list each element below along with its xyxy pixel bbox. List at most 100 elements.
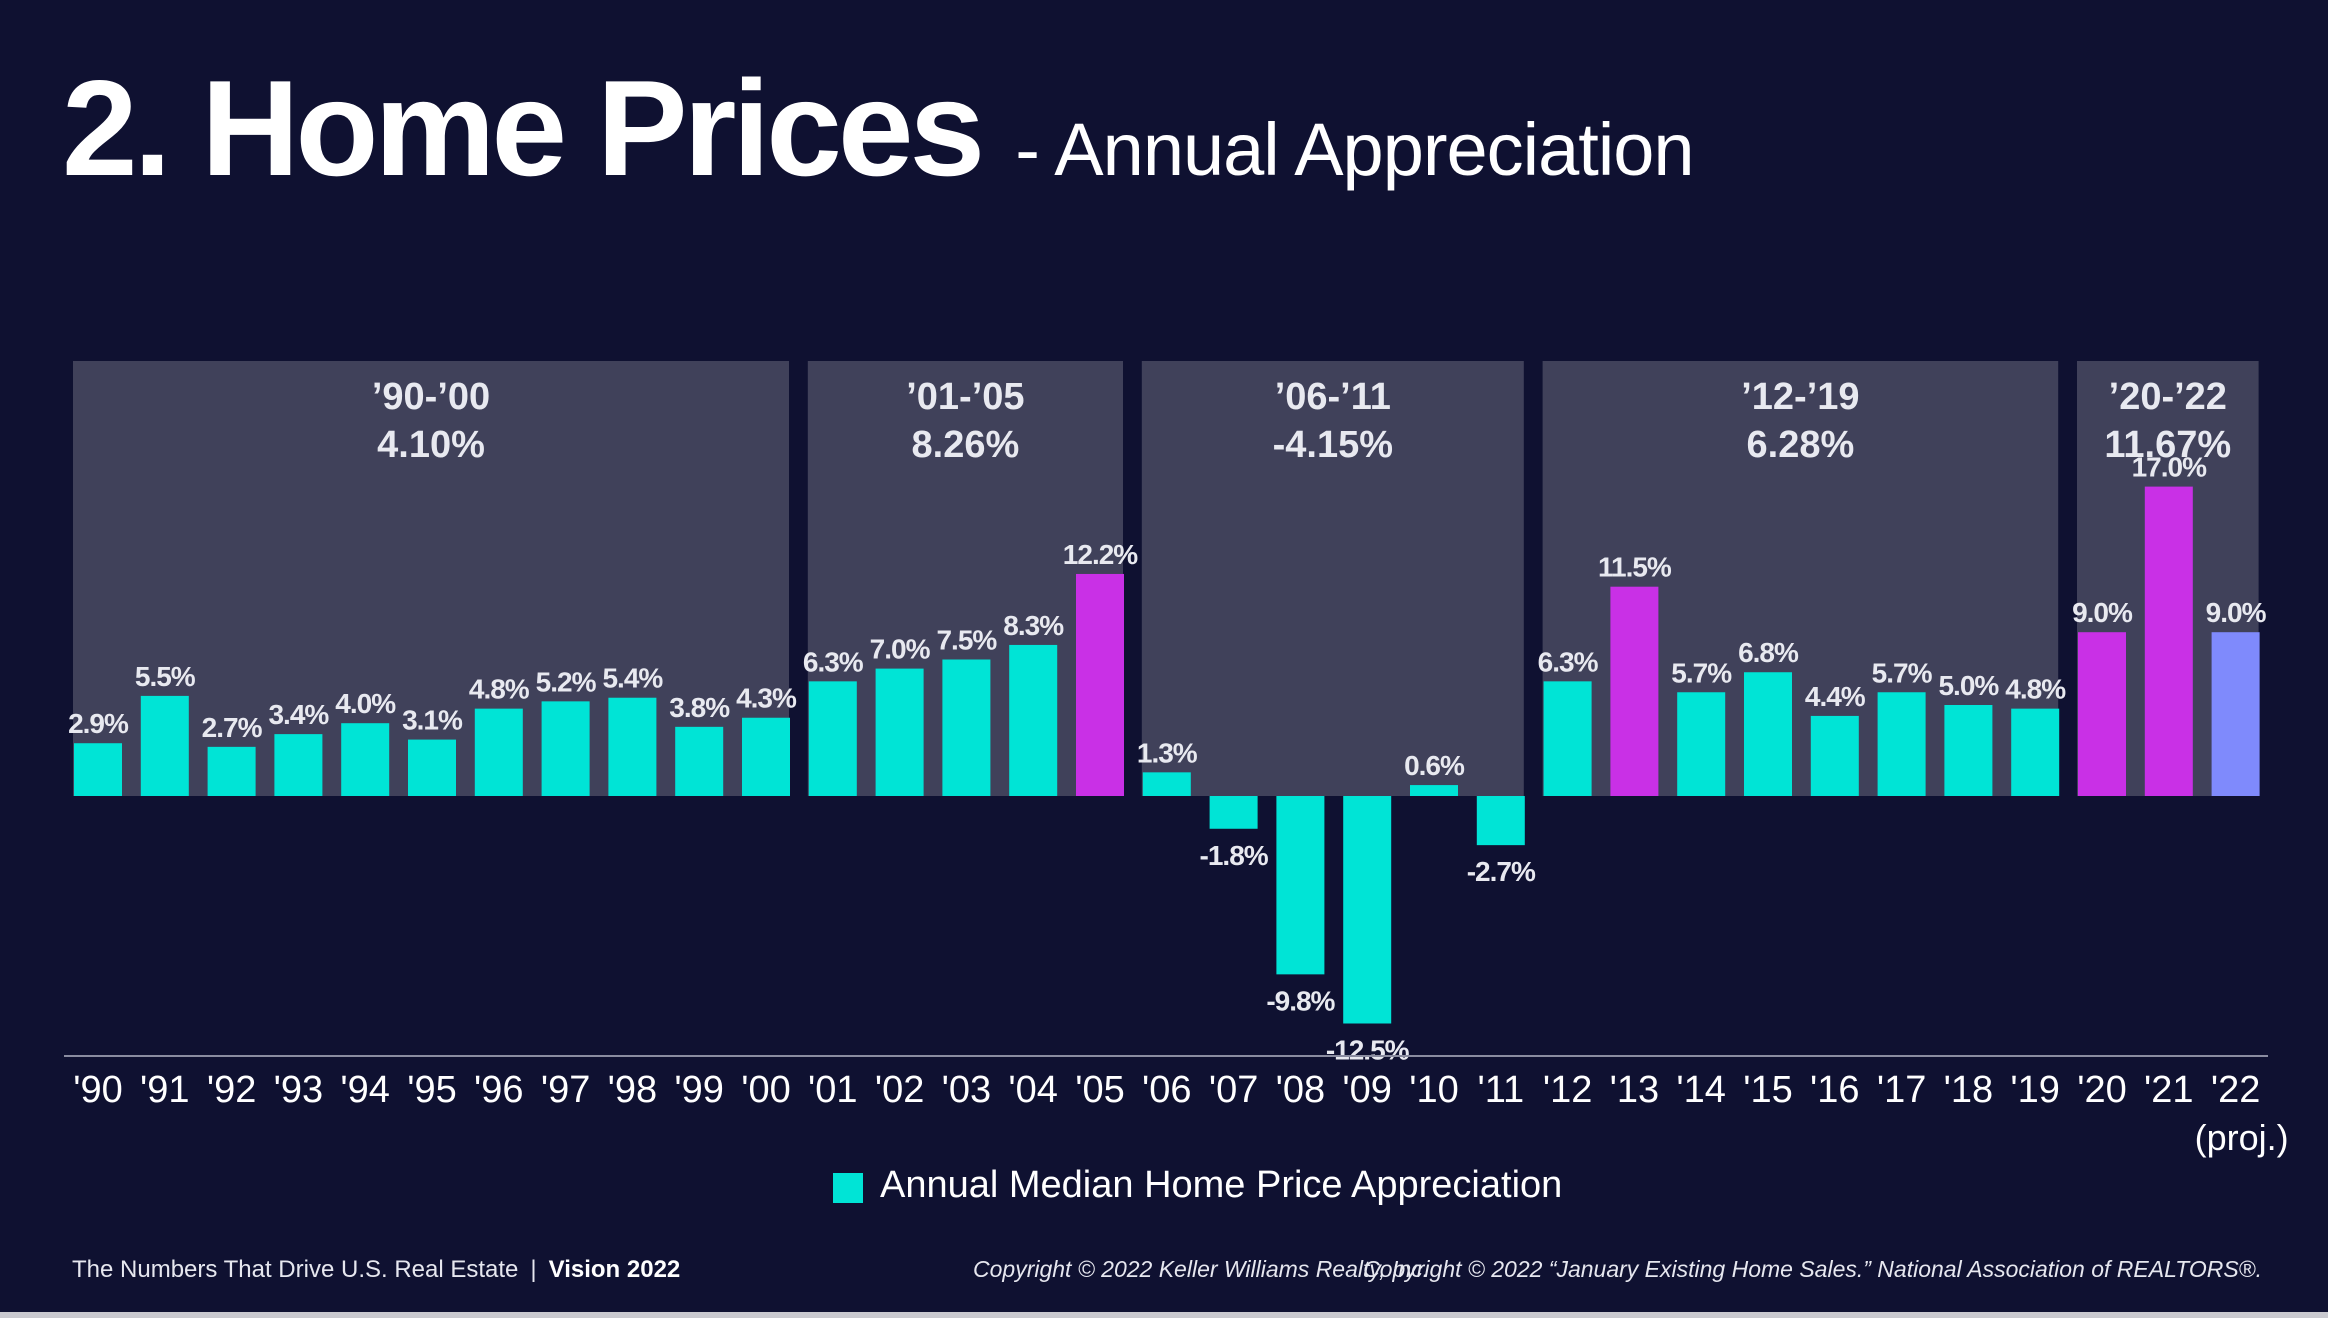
- bottom-rule: [0, 1312, 2328, 1318]
- bar: [1543, 681, 1592, 796]
- bar-value-label: 4.8%: [469, 674, 530, 705]
- title-main: 2. Home Prices: [62, 52, 985, 204]
- period-average-label: 4.10%: [377, 424, 485, 466]
- x-tick-label: '00: [741, 1069, 791, 1111]
- x-tick-label: '12: [1543, 1069, 1593, 1111]
- period-average-label: 11.67%: [2104, 424, 2231, 466]
- value-labels: 2.9%5.5%2.7% 3.4% 4.0%3.1%4.8% 5.2% 5.4%3.8%…: [68, 452, 2268, 1066]
- x-tick-label: '01: [808, 1069, 858, 1111]
- bar: [207, 746, 256, 796]
- bars: [74, 486, 2260, 1024]
- x-tick-label: '08: [1276, 1069, 1326, 1111]
- x-tick-label: '04: [1008, 1069, 1058, 1111]
- bar: [74, 743, 122, 796]
- bar-value-label: 3.4%: [268, 699, 329, 730]
- bar: [808, 681, 857, 796]
- bar-value-label: 6.8%: [1738, 637, 1799, 668]
- bar-value-label: -12.5%: [1326, 1035, 1410, 1066]
- bar: [942, 659, 991, 796]
- bar: [2211, 632, 2260, 796]
- bar: [1677, 692, 1726, 796]
- x-tick-label: '19: [2010, 1069, 2060, 1111]
- x-tick-label: '02: [875, 1069, 925, 1111]
- bar-value-label: 4.4%: [1805, 681, 1866, 712]
- bar-value-label: -1.8%: [1200, 840, 1269, 871]
- x-tick-label: '99: [674, 1069, 724, 1111]
- bar: [608, 697, 657, 796]
- period-panels: ’90-’00 4.10% ’01-’05 8.26% ’06-’11 -4.15% ’12…: [73, 361, 2259, 796]
- bar-value-label: 9.0%: [2206, 597, 2267, 628]
- bar-value-label: 4.3%: [736, 683, 797, 714]
- legend: Annual Median Home Price Appreciation: [833, 1164, 1562, 1206]
- x-tick-label: '17: [1877, 1069, 1927, 1111]
- x-tick-label: '13: [1610, 1069, 1660, 1111]
- bar: [408, 739, 456, 796]
- bar: [541, 701, 590, 796]
- bar-value-label: 7.5%: [936, 625, 997, 656]
- bar: [742, 717, 790, 796]
- x-tick-label: '15: [1743, 1069, 1793, 1111]
- bar: [1877, 692, 1926, 796]
- period-range-label: ’06-’11: [1275, 376, 1391, 418]
- bar-value-label: 5.5%: [135, 661, 196, 692]
- title-subtitle: - Annual Appreciation: [1015, 108, 1694, 191]
- bar: [2011, 708, 2060, 796]
- bar-value-label: 5.4%: [602, 663, 663, 694]
- x-tick-label: '90: [73, 1069, 123, 1111]
- x-tick-label: '16: [1810, 1069, 1860, 1111]
- x-tick-label: '18: [1944, 1069, 1994, 1111]
- period-average-label: 8.26%: [912, 424, 1020, 466]
- x-tick-label: '92: [207, 1069, 257, 1111]
- bar-value-label: 3.8%: [669, 692, 730, 723]
- x-tick-label: '22: [2211, 1069, 2261, 1111]
- x-tick-label: '96: [474, 1069, 524, 1111]
- bar-value-label: 4.0%: [335, 688, 396, 719]
- bar: [1142, 772, 1191, 796]
- projection-note: (proj.): [2195, 1117, 2289, 1158]
- period-average-label: -4.15%: [1273, 424, 1393, 466]
- x-tick-label: '11: [1477, 1069, 1524, 1111]
- x-tick-label: '93: [274, 1069, 324, 1111]
- bar-value-label: 12.2%: [1063, 539, 1138, 570]
- period-range-label: ’20-’22: [2109, 376, 2227, 418]
- bar: [875, 668, 924, 796]
- x-tick-label: '09: [1342, 1069, 1392, 1111]
- x-tick-label: '91: [140, 1069, 190, 1111]
- x-tick-label: '98: [608, 1069, 658, 1111]
- bar: [1076, 573, 1124, 796]
- bar: [1343, 796, 1392, 1024]
- bar: [675, 726, 724, 796]
- bar-value-label: 6.3%: [803, 646, 864, 677]
- bar-value-label: -2.7%: [1467, 856, 1536, 887]
- bar-value-label: 5.2%: [536, 666, 597, 697]
- bar: [1810, 715, 1859, 796]
- bar-value-label: 7.0%: [870, 634, 931, 665]
- x-tick-label: '20: [2077, 1069, 2127, 1111]
- bar-value-label: 2.9%: [68, 708, 129, 739]
- period-range-label: ’12-’19: [1741, 376, 1859, 418]
- bar-value-label: 17.0%: [2132, 452, 2207, 483]
- bar-value-label: 1.3%: [1137, 737, 1198, 768]
- bar: [341, 723, 390, 796]
- bar: [474, 708, 523, 796]
- bar: [1476, 796, 1525, 846]
- bar-value-label: 5.7%: [1671, 657, 1732, 688]
- bar: [1744, 672, 1792, 796]
- footer-separator: |: [530, 1256, 537, 1283]
- bar-value-label: 3.1%: [402, 705, 463, 736]
- slide-title: 2. Home Prices - Annual Appreciation: [62, 50, 1695, 206]
- bar-value-label: 11.5%: [1598, 552, 1672, 583]
- bar-value-label: 6.3%: [1538, 646, 1599, 677]
- period-range-label: ’01-’05: [906, 376, 1024, 418]
- footer-copyright-nar: Copyright © 2022 “January Existing Home …: [1363, 1256, 2262, 1282]
- footer-left: The Numbers That Drive U.S. Real Estate |…: [72, 1256, 680, 1284]
- period-average-label: 6.28%: [1747, 424, 1855, 466]
- bar-value-label: 9.0%: [2072, 597, 2133, 628]
- x-tick-label: '03: [942, 1069, 992, 1111]
- x-tick-label: '06: [1142, 1069, 1192, 1111]
- x-tick-label: '97: [541, 1069, 591, 1111]
- x-tick-label: '94: [340, 1069, 390, 1111]
- bar-value-label: 4.8%: [2005, 674, 2066, 705]
- bar: [1944, 705, 1993, 796]
- appreciation-bar-chart: ’90-’00 4.10% ’01-’05 8.26% ’06-’11 -4.15% ’12…: [64, 361, 2289, 1206]
